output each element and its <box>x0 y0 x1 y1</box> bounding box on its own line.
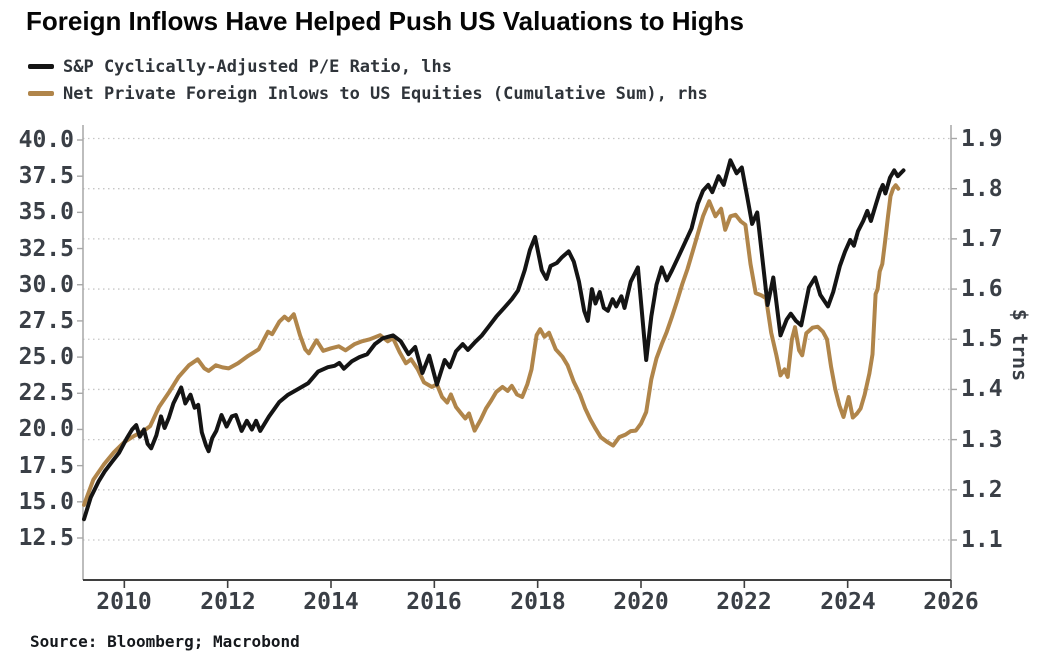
x-tick-label: 2018 <box>510 589 566 615</box>
y-right-tick-label: 1.1 <box>961 527 1003 553</box>
x-tick-label: 2014 <box>303 589 359 615</box>
right-axis-title: $ trns <box>1008 308 1032 382</box>
y-left-tick-label: 25.0 <box>18 344 74 370</box>
y-left-tick-label: 30.0 <box>18 272 74 298</box>
y-left-tick-label: 17.5 <box>18 453 74 479</box>
y-right-tick-label: 1.4 <box>961 376 1003 402</box>
y-left-tick-label: 32.5 <box>18 236 74 262</box>
legend-label-flows: Net Private Foreign Inlows to US Equitie… <box>63 83 708 104</box>
y-right-tick-label: 1.6 <box>961 276 1003 302</box>
y-right-tick-label: 1.8 <box>961 176 1003 202</box>
y-right-tick-label: 1.3 <box>961 427 1003 453</box>
y-right-tick-label: 1.7 <box>961 226 1003 252</box>
source-attribution: Source: Bloomberg; Macrobond <box>30 632 300 651</box>
legend: S&P Cyclically-Adjusted P/E Ratio, lhs N… <box>28 53 708 107</box>
y-right-tick-label: 1.9 <box>961 126 1003 152</box>
x-tick-label: 2020 <box>613 589 669 615</box>
axes <box>77 125 957 588</box>
x-tick-label: 2016 <box>406 589 462 615</box>
legend-swatch-tan-line-icon <box>28 91 54 96</box>
x-tick-label: 2010 <box>96 589 152 615</box>
y-right-tick-label: 1.2 <box>961 477 1003 503</box>
legend-label-cape: S&P Cyclically-Adjusted P/E Ratio, lhs <box>63 56 452 77</box>
legend-item-flows: Net Private Foreign Inlows to US Equitie… <box>28 80 708 107</box>
series-line-foreign-flows <box>82 183 901 507</box>
x-tick-label: 2012 <box>200 589 256 615</box>
legend-swatch-black-line-icon <box>28 64 54 69</box>
y-left-tick-label: 40.0 <box>18 127 74 153</box>
data-series <box>82 158 906 522</box>
legend-item-cape: S&P Cyclically-Adjusted P/E Ratio, lhs <box>28 53 708 80</box>
x-tick-label: 2024 <box>820 589 876 615</box>
y-right-tick-label: 1.5 <box>961 326 1003 352</box>
x-tick-label: 2026 <box>923 589 979 615</box>
chart-title: Foreign Inflows Have Helped Push US Valu… <box>26 6 744 36</box>
y-left-tick-label: 37.5 <box>18 163 74 189</box>
y-left-tick-label: 20.0 <box>18 416 74 442</box>
y-left-tick-label: 12.5 <box>18 525 74 551</box>
y-left-tick-label: 15.0 <box>18 489 74 515</box>
x-tick-label: 2022 <box>716 589 772 615</box>
y-left-tick-label: 22.5 <box>18 380 74 406</box>
y-left-tick-label: 27.5 <box>18 308 74 334</box>
series-line-cape <box>82 158 906 522</box>
y-left-tick-label: 35.0 <box>18 199 74 225</box>
gridlines <box>83 137 951 541</box>
